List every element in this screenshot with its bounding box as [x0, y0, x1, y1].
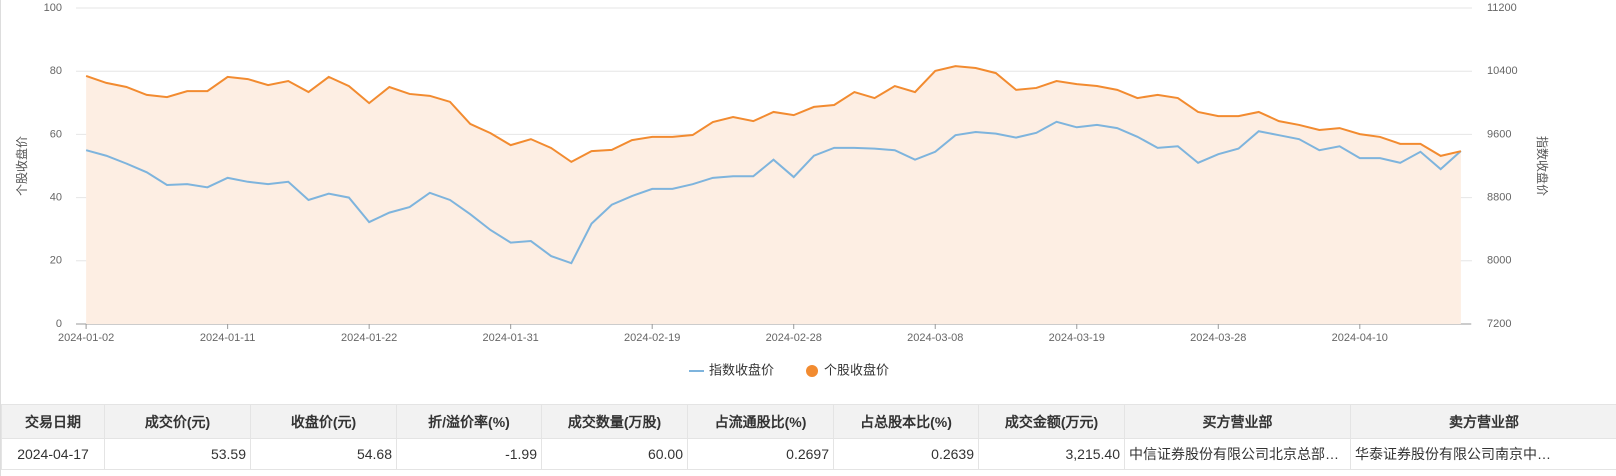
- x-tick-label: 2024-01-31: [483, 332, 539, 344]
- line: [85, 65, 1462, 164]
- y2-tick-label: 11200: [1487, 2, 1517, 14]
- y-tick-label: 100: [44, 2, 62, 14]
- legend-text: 指数收盘价: [709, 362, 774, 377]
- header-cell: 收盘价(元): [250, 404, 397, 439]
- y-tick-label: 40: [50, 192, 62, 204]
- y-axis-title: 个股收盘价: [14, 136, 29, 196]
- table-cell: 54.68: [250, 438, 397, 470]
- header-cell: 占流通股比(%): [687, 404, 834, 439]
- y2-tick-label: 7200: [1487, 318, 1511, 330]
- table-cell: 3,215.40: [978, 438, 1125, 470]
- x-tick-label: 2024-04-10: [1332, 332, 1388, 344]
- table-row: 2024-04-17 53.59 54.68 -1.99 60.00 0.2697 0.26…: [1, 438, 1616, 470]
- x-tick-label: 2024-03-08: [907, 332, 963, 344]
- header-cell: 卖方营业部: [1350, 404, 1616, 439]
- x-tick-label: 2024-01-02: [58, 332, 114, 344]
- header-cell: 折/溢价率(%): [396, 404, 542, 439]
- y2-axis-title: 指数收盘价: [1535, 136, 1550, 196]
- x-tick-label: 2024-03-28: [1190, 332, 1246, 344]
- y-tick-label: 20: [50, 255, 62, 267]
- header-cell: 成交价(元): [104, 404, 251, 439]
- line: [85, 120, 1462, 265]
- header-cell: 交易日期: [1, 404, 105, 439]
- chart: 个股收盘价 指数收盘价 0 20 40 60 80 100 7200 8000 8800 9600…: [14, 2, 1550, 378]
- trade-table: 交易日期 成交价(元) 收盘价(元) 折/溢价率(%) 成交数量(万股) 占流通股比(%)…: [1, 404, 1616, 470]
- table-body: 2024-04-17 53.59 54.68 -1.99 60.00 0.2697 0.26…: [1, 438, 1616, 470]
- table-cell: 60.00: [541, 438, 688, 470]
- header-cell: 买方营业部: [1124, 404, 1351, 439]
- legend-marker: [806, 365, 819, 377]
- header-cell: 成交金额(万元): [978, 404, 1125, 439]
- table-cell: 中信证券股份有限公司北京总部…: [1124, 438, 1351, 470]
- legend-text: 个股收盘价: [824, 362, 889, 377]
- table-cell: 0.2639: [833, 438, 979, 470]
- y-tick-label: 60: [50, 128, 62, 140]
- table-cell: 53.59: [104, 438, 251, 470]
- table-cell: -1.99: [396, 438, 542, 470]
- y-tick-label: 80: [50, 65, 62, 77]
- table-cell: 0.2697: [687, 438, 834, 470]
- y2-tick-label: 10400: [1487, 65, 1518, 77]
- x-tick-label: 2024-03-19: [1049, 332, 1105, 344]
- y-tick-label: 0: [56, 318, 62, 330]
- y2-tick-label: 9600: [1487, 128, 1511, 140]
- y2-tick-label: 8800: [1487, 192, 1511, 204]
- header-cell: 占总股本比(%): [833, 404, 979, 439]
- table-cell: 2024-04-17: [1, 438, 105, 470]
- header-row: 交易日期 成交价(元) 收盘价(元) 折/溢价率(%) 成交数量(万股) 占流通股比(%)…: [1, 404, 1616, 439]
- y2-tick-label: 8000: [1487, 255, 1511, 267]
- x-tick-label: 2024-02-19: [624, 332, 680, 344]
- x-tick-label: 2024-01-22: [341, 332, 397, 344]
- area: [86, 66, 1461, 325]
- x-tick-label: 2024-01-11: [200, 332, 255, 344]
- header-cell: 成交数量(万股): [541, 404, 688, 439]
- x-tick-label: 2024-02-28: [766, 332, 822, 344]
- table-cell: 华泰证券股份有限公司南京中…: [1350, 438, 1616, 470]
